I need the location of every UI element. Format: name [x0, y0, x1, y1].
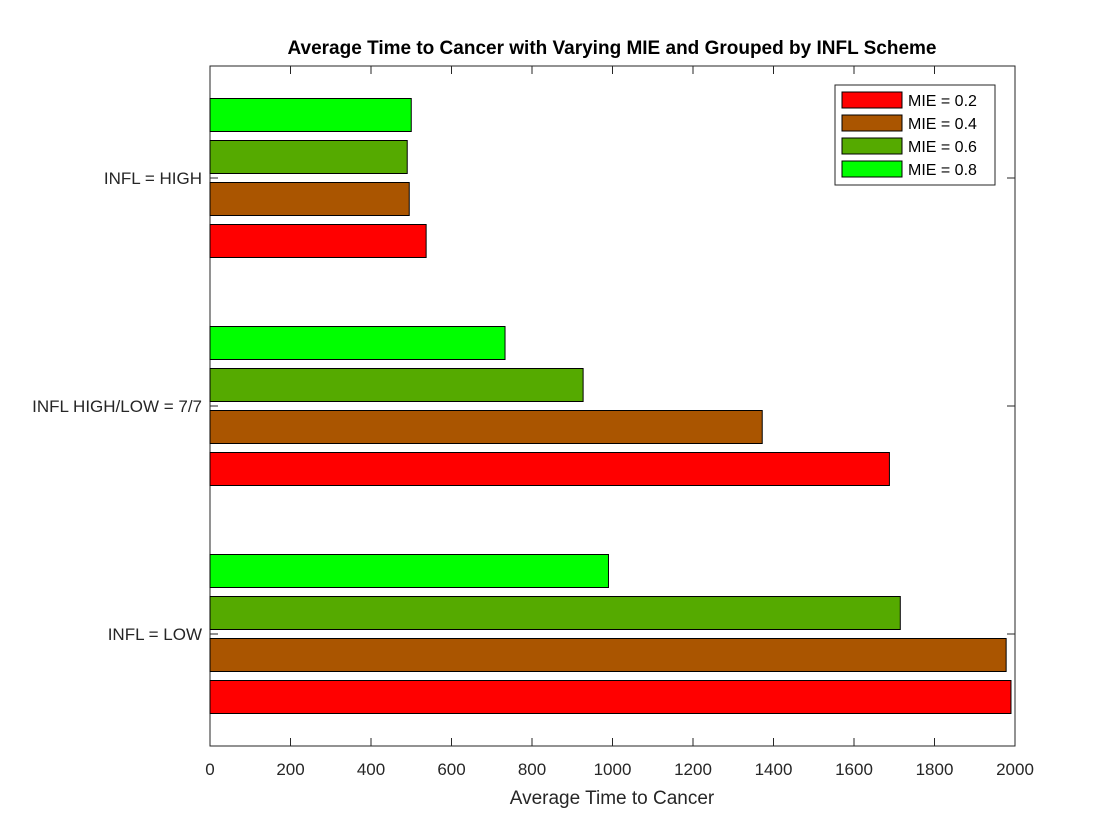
bar-infl-high-low-7-7-mie-0-2 — [209, 452, 890, 486]
legend-swatch-mie-0-8 — [841, 160, 903, 178]
x-tick-label: 2000 — [996, 760, 1034, 779]
chart-title: Average Time to Cancer with Varying MIE … — [288, 38, 937, 59]
legend-label-mie-0-8: MIE = 0.8 — [908, 162, 977, 179]
x-axis-ticks: 0 200 400 600 800 1000 1200 1400 1600 1800 2000 — [205, 66, 1034, 779]
x-tick-label: 1200 — [674, 760, 712, 779]
y-tick-label-infl-low: INFL = LOW — [108, 625, 202, 644]
bar-infl-high-low-7-7-mie-0-6 — [209, 368, 584, 402]
bar-infl-high-mie-0-6 — [209, 140, 408, 174]
bar-infl-low-mie-0-4 — [209, 638, 1007, 672]
legend-label-mie-0-6: MIE = 0.6 — [908, 139, 977, 156]
legend-swatch-mie-0-4 — [841, 114, 903, 132]
x-tick-label: 1600 — [835, 760, 873, 779]
legend-label-mie-0-4: MIE = 0.4 — [908, 116, 977, 133]
x-tick-label: 1800 — [916, 760, 954, 779]
x-axis-label: Average Time to Cancer — [510, 788, 715, 809]
legend-swatch-mie-0-6 — [841, 137, 903, 155]
x-tick-label: 600 — [437, 760, 465, 779]
x-tick-label: 0 — [205, 760, 214, 779]
bar-infl-low-mie-0-6 — [209, 596, 901, 630]
x-tick-label: 1400 — [755, 760, 793, 779]
bars-layer — [209, 98, 1012, 714]
x-tick-label: 400 — [357, 760, 385, 779]
x-tick-label: 800 — [518, 760, 546, 779]
x-tick-label: 1000 — [594, 760, 632, 779]
y-tick-label-infl-high: INFL = HIGH — [104, 169, 202, 188]
bar-infl-low-mie-0-2 — [209, 680, 1012, 714]
y-tick-label-infl-high-low-7-7: INFL HIGH/LOW = 7/7 — [32, 397, 202, 416]
legend: MIE = 0.2 MIE = 0.4 MIE = 0.6 MIE = 0.8 — [834, 84, 996, 186]
x-tick-label: 200 — [276, 760, 304, 779]
bar-infl-low-mie-0-8 — [209, 554, 609, 588]
legend-label-mie-0-2: MIE = 0.2 — [908, 93, 977, 110]
bar-infl-high-low-7-7-mie-0-4 — [209, 410, 763, 444]
y-axis-ticks: INFL = LOW INFL HIGH/LOW = 7/7 INFL = HIGH — [32, 169, 1015, 644]
bar-infl-high-mie-0-2 — [209, 224, 427, 258]
bar-infl-high-mie-0-8 — [209, 98, 412, 132]
bar-infl-high-mie-0-4 — [209, 182, 410, 216]
bar-infl-high-low-7-7-mie-0-8 — [209, 326, 506, 360]
legend-swatch-mie-0-2 — [841, 91, 903, 109]
